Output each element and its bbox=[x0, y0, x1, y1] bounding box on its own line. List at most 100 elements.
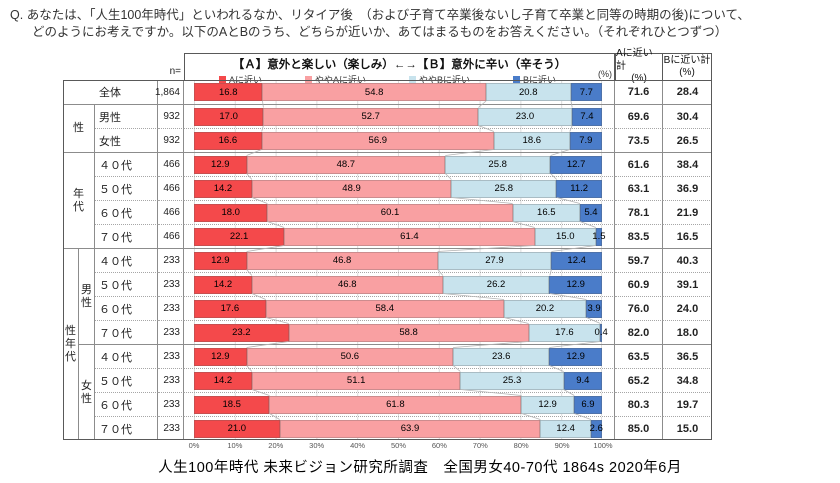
segment-value: 12.9 bbox=[566, 279, 585, 290]
chart-cell: 12.9 48.7 25.8 12.7 bbox=[184, 152, 615, 176]
bar-segment: 12.9 bbox=[194, 347, 247, 366]
chart-cell: 14.2 46.8 26.2 12.9 bbox=[184, 272, 615, 296]
bar-segment: 12.9 bbox=[521, 395, 574, 414]
segment-value: 61.8 bbox=[386, 399, 405, 410]
axis-tick: 80% bbox=[513, 441, 529, 450]
segment-value: 54.8 bbox=[364, 86, 384, 98]
segment-value: 25.8 bbox=[494, 183, 514, 194]
axis-tick: 0% bbox=[188, 441, 200, 450]
segment-value: 7.7 bbox=[579, 86, 593, 98]
segment-value: 14.2 bbox=[213, 279, 233, 290]
plot-area: 14.2 48.9 25.8 11.2 bbox=[194, 177, 602, 200]
bar-segment: 16.5 bbox=[512, 203, 580, 222]
stacked-bar: 18.5 61.8 12.9 6.9 bbox=[194, 395, 602, 414]
n-value: 233 bbox=[158, 392, 184, 416]
bar-segment: 60.1 bbox=[267, 203, 513, 222]
chart-cell: 14.2 51.1 25.3 9.4 bbox=[184, 368, 615, 392]
plot-area: 16.6 56.9 18.6 7.9 bbox=[194, 129, 602, 152]
a-total-value: 76.0 bbox=[615, 296, 663, 320]
percent-unit-label: (%) bbox=[598, 69, 612, 79]
row-label: ４０代 bbox=[95, 344, 158, 368]
segment-value: 12.9 bbox=[538, 399, 557, 410]
bar-segment: 61.8 bbox=[269, 395, 522, 414]
segment-value: 17.0 bbox=[219, 111, 238, 122]
legend-swatch-icon bbox=[408, 76, 416, 83]
axis-tick: 60% bbox=[431, 441, 447, 450]
segment-value: 23.0 bbox=[515, 111, 535, 122]
bar-segment: 14.2 bbox=[194, 275, 252, 294]
row-label: ６０代 bbox=[95, 200, 158, 224]
segment-value: 50.6 bbox=[340, 351, 360, 362]
chart-header: 【Ａ】意外と楽しい（楽しみ）←→【Ｂ】意外に辛い（辛そう） Aに近いややAに近い… bbox=[184, 53, 615, 85]
segment-value: 16.8 bbox=[218, 86, 238, 98]
bar-segment: 1.5 bbox=[592, 227, 606, 246]
plot-area: 14.2 51.1 25.3 9.4 bbox=[194, 369, 602, 392]
chart-cell: 18.5 61.8 12.9 6.9 bbox=[184, 392, 615, 416]
bar-segment: 21.0 bbox=[194, 419, 280, 438]
row-label: ５０代 bbox=[95, 272, 158, 296]
bar-segment: 18.5 bbox=[194, 395, 270, 414]
n-value: 932 bbox=[158, 104, 184, 128]
chart-cell: 23.2 58.8 17.6 0.4 bbox=[184, 320, 615, 344]
segment-value: 12.7 bbox=[566, 159, 586, 170]
n-value: 233 bbox=[158, 272, 184, 296]
segment-value: 5.4 bbox=[584, 207, 598, 218]
segment-value: 18.0 bbox=[221, 207, 240, 218]
stacked-bar: 12.9 50.6 23.6 12.9 bbox=[194, 347, 602, 366]
axis-tick: 30% bbox=[309, 441, 325, 450]
b-total-value: 19.7 bbox=[663, 392, 712, 416]
bar-segment: 14.2 bbox=[194, 179, 252, 198]
bar-segment: 16.8 bbox=[194, 83, 263, 101]
row-label: ４０代 bbox=[95, 248, 158, 272]
a-total-value: 63.5 bbox=[615, 344, 663, 368]
row-label: ６０代 bbox=[95, 296, 158, 320]
segment-value: 23.2 bbox=[232, 327, 251, 338]
segment-value: 51.1 bbox=[346, 375, 366, 386]
b-total-value: 28.4 bbox=[676, 86, 699, 98]
plot-area: 12.9 46.8 27.9 12.4 bbox=[194, 249, 602, 272]
b-total-value: 36.9 bbox=[663, 176, 712, 200]
segment-value: 14.2 bbox=[213, 375, 233, 386]
bar-segment: 18.0 bbox=[194, 203, 268, 222]
segment-value: 1.5 bbox=[592, 231, 606, 242]
a-total-value: 61.6 bbox=[615, 152, 663, 176]
bar-segment: 22.1 bbox=[194, 227, 285, 246]
segment-value: 56.9 bbox=[368, 135, 388, 146]
chart-cell: 17.0 52.7 23.0 7.4 bbox=[184, 104, 615, 128]
bar-segment: 26.2 bbox=[442, 275, 550, 294]
bar-segment: 9.4 bbox=[563, 371, 602, 390]
segment-value: 60.1 bbox=[380, 207, 400, 218]
question-prefix: Q. bbox=[10, 8, 24, 22]
a-total-value: 83.5 bbox=[615, 224, 663, 248]
axis-tick: 90% bbox=[554, 441, 570, 450]
chart-cell: 12.9 50.6 23.6 12.9 bbox=[184, 344, 615, 368]
a-total-value: 63.1 bbox=[615, 176, 663, 200]
bar-segment: 2.6 bbox=[589, 419, 603, 438]
segment-value: 16.5 bbox=[537, 207, 556, 218]
stacked-bar: 18.0 60.1 16.5 5.4 bbox=[194, 203, 602, 222]
bar-segment: 7.9 bbox=[569, 131, 602, 150]
bar-segment: 58.8 bbox=[288, 323, 529, 342]
stacked-bar: 17.0 52.7 23.0 7.4 bbox=[194, 107, 602, 126]
bar-segment: 7.4 bbox=[571, 107, 602, 126]
plot-area: 17.0 52.7 23.0 7.4 bbox=[194, 105, 602, 128]
stacked-bar: 16.8 54.8 20.8 7.7 bbox=[194, 83, 602, 101]
stacked-bar: 16.6 56.9 18.6 7.9 bbox=[194, 131, 602, 150]
subgroup-cell: 女性 bbox=[79, 344, 95, 440]
axis-tick: 20% bbox=[268, 441, 284, 450]
segment-value: 14.2 bbox=[213, 183, 233, 194]
bar-segment: 54.8 bbox=[262, 83, 486, 101]
bar-segment: 20.2 bbox=[503, 299, 587, 318]
stacked-bar: 23.2 58.8 17.6 0.4 bbox=[194, 323, 608, 342]
stacked-bar: 14.2 46.8 26.2 12.9 bbox=[194, 275, 603, 294]
bar-segment: 17.6 bbox=[528, 323, 601, 342]
bar-segment: 23.0 bbox=[478, 107, 572, 126]
segment-value: 12.4 bbox=[556, 423, 575, 434]
segment-value: 58.8 bbox=[399, 327, 418, 338]
segment-value: 58.4 bbox=[375, 303, 395, 314]
question-line1: あなたは、「人生100年時代」といわれるなか、リタイア後 （および子育て卒業後な… bbox=[26, 8, 750, 22]
bar-segment: 18.6 bbox=[493, 131, 570, 150]
segment-value: 2.6 bbox=[589, 423, 603, 434]
plot-area: 18.0 60.1 16.5 5.4 bbox=[194, 201, 602, 224]
segment-value: 52.7 bbox=[361, 111, 380, 122]
